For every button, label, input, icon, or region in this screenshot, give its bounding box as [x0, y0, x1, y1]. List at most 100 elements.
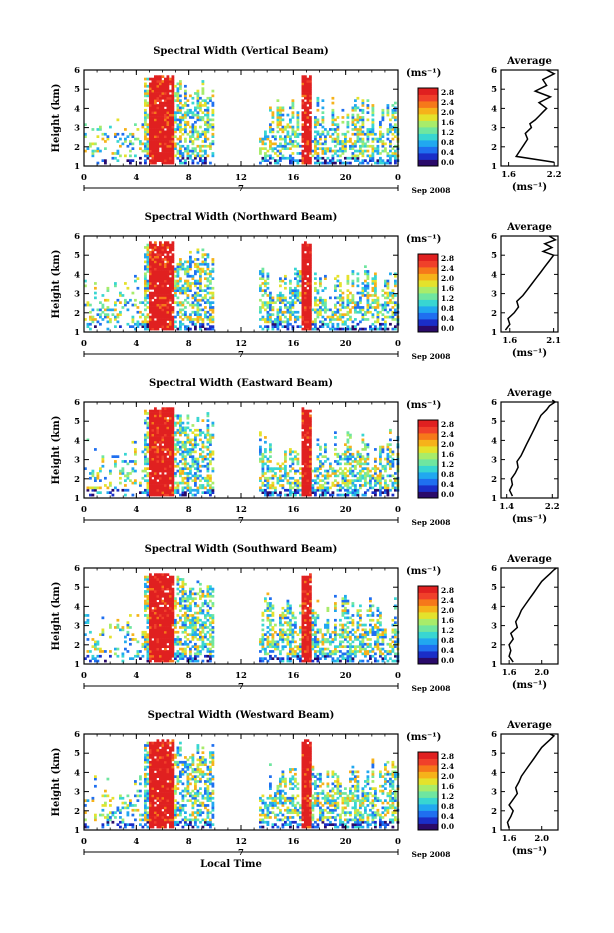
- heatmap-cell: [144, 277, 147, 280]
- heatmap-cell: [154, 126, 157, 129]
- heatmap-cell: [129, 460, 132, 463]
- heatmap-cell: [292, 467, 295, 470]
- heatmap-cell: [272, 313, 275, 316]
- heatmap-cell: [177, 465, 180, 468]
- heatmap-cell: [124, 489, 127, 492]
- heatmap-cell: [94, 448, 97, 451]
- heatmap-cell: [352, 152, 355, 155]
- heatmap-cell: [209, 273, 212, 276]
- heatmap-cell: [309, 465, 312, 468]
- heatmap-cell: [302, 251, 305, 254]
- heatmap-cell: [209, 441, 212, 444]
- heatmap-cell: [352, 145, 355, 148]
- heatmap-cell: [97, 309, 100, 312]
- heatmap-cell: [359, 453, 362, 456]
- heatmap-cell: [289, 489, 292, 492]
- heatmap-cell: [189, 258, 192, 261]
- heatmap-cell: [202, 297, 205, 300]
- heatmap-cell: [197, 475, 200, 478]
- heatmap-cell: [359, 116, 362, 119]
- heatmap-cell: [149, 484, 152, 487]
- heatmap-cell: [104, 147, 107, 150]
- heatmap-cell: [149, 294, 152, 297]
- heatmap-cell: [302, 467, 305, 470]
- heatmap-cell: [342, 145, 345, 148]
- heatmap-cell: [199, 479, 202, 482]
- heatmap-cell: [172, 114, 175, 117]
- heatmap-cell: [162, 97, 165, 100]
- heatmap-cell: [302, 258, 305, 261]
- heatmap-cell: [154, 463, 157, 466]
- heatmap-cell: [149, 107, 152, 110]
- heatmap-cell: [197, 316, 200, 319]
- heatmap-cell: [147, 261, 150, 264]
- heatmap-cell: [317, 439, 320, 442]
- heatmap-cell: [364, 467, 367, 470]
- heatmap-cell: [304, 258, 307, 261]
- heatmap-cell: [374, 292, 377, 295]
- heatmap-cell: [307, 294, 310, 297]
- heatmap-cell: [92, 657, 95, 660]
- heatmap-cell: [307, 318, 310, 321]
- heatmap-cell: [264, 489, 267, 492]
- heatmap-cell: [304, 253, 307, 256]
- heatmap-cell: [212, 309, 215, 312]
- heatmap-cell: [339, 318, 342, 321]
- heatmap-cell: [304, 467, 307, 470]
- heatmap-cell: [152, 287, 155, 290]
- heatmap-cell: [332, 121, 335, 124]
- heatmap-cell: [127, 145, 130, 148]
- heatmap-cell: [289, 292, 292, 295]
- heatmap-cell: [112, 455, 115, 458]
- heatmap-cell: [367, 470, 370, 473]
- heatmap-cell: [142, 470, 145, 473]
- heatmap-cell: [387, 446, 390, 449]
- heatmap-cell: [209, 475, 212, 478]
- heatmap-cell: [167, 123, 170, 126]
- heatmap-cell: [362, 292, 365, 295]
- heatmap-cell: [309, 285, 312, 288]
- heatmap-cell: [277, 123, 280, 126]
- heatmap-cell: [394, 282, 397, 285]
- heatmap-cell: [99, 313, 102, 316]
- heatmap-cell: [307, 78, 310, 81]
- heatmap-cell: [122, 467, 125, 470]
- heatmap-cell: [367, 155, 370, 158]
- heatmap-cell: [319, 135, 322, 138]
- heatmap-cell: [149, 443, 152, 446]
- heatmap-cell: [172, 467, 175, 470]
- heatmap-cell: [167, 479, 170, 482]
- y-tick-label: 5: [74, 251, 80, 261]
- heatmap-cell: [192, 458, 195, 461]
- heatmap-cell: [302, 265, 305, 268]
- heatmap-cell: [204, 152, 207, 155]
- heatmap-cell: [174, 116, 177, 119]
- heatmap-cell: [322, 321, 325, 324]
- heatmap-cell: [204, 121, 207, 124]
- heatmap-cell: [152, 446, 155, 449]
- heatmap-cell: [377, 159, 380, 162]
- heatmap-cell: [147, 328, 150, 331]
- heatmap-cell: [149, 138, 152, 141]
- heatmap-cell: [374, 460, 377, 463]
- heatmap-cell: [149, 159, 152, 162]
- heatmap-cell: [149, 78, 152, 81]
- heatmap-cell: [179, 482, 182, 485]
- heatmap-cell: [162, 138, 165, 141]
- heatmap-cell: [167, 304, 170, 307]
- heatmap-cell: [157, 463, 160, 466]
- heatmap-cell: [359, 150, 362, 153]
- heatmap-cell: [144, 145, 147, 148]
- heatmap-cell: [179, 460, 182, 463]
- heatmap-cell: [259, 460, 262, 463]
- heatmap-cell: [147, 648, 150, 651]
- heatmap-cell: [304, 292, 307, 295]
- heatmap-cell: [152, 297, 155, 300]
- heatmap-cell: [349, 436, 352, 439]
- heatmap-cell: [302, 133, 305, 136]
- heatmap-cell: [297, 297, 300, 300]
- heatmap-cell: [159, 251, 162, 254]
- heatmap-cell: [169, 316, 172, 319]
- heatmap-cell: [384, 487, 387, 490]
- heatmap-cell: [197, 116, 200, 119]
